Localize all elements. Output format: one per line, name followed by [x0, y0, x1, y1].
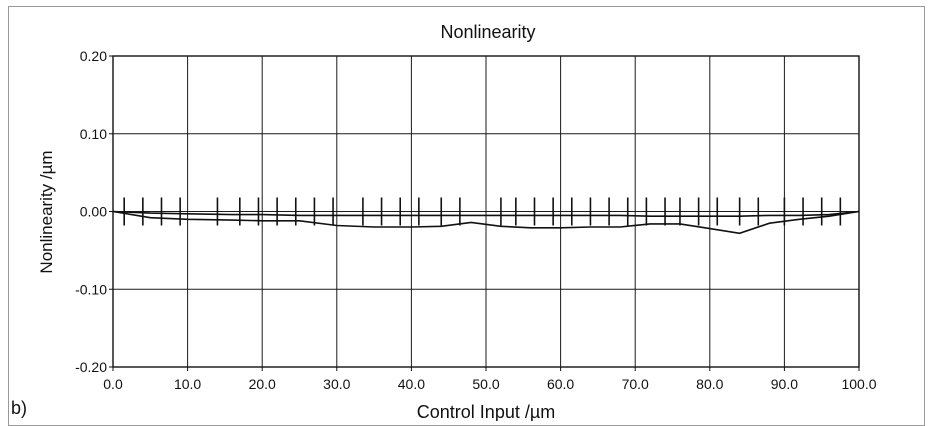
grid-layer: [113, 56, 859, 367]
y-tick-label: 0.10: [80, 126, 107, 142]
x-tick-label: 50.0: [472, 376, 499, 392]
series-layer: [112, 210, 860, 235]
axis-layer: 0.0 10.0 20.0 30.0 40.0 50.0 60.0 70.0 80.0 90.0 1…: [75, 48, 877, 392]
series-line: [112, 210, 860, 235]
y-tick-label: 0.00: [80, 204, 107, 220]
x-tick-label: 80.0: [696, 376, 723, 392]
x-tick-label: 10.0: [174, 376, 201, 392]
chart-title: Nonlinearity: [440, 22, 535, 42]
x-tick-label: 70.0: [622, 376, 649, 392]
x-tick-label: 60.0: [547, 376, 574, 392]
y-tick-label: 0.20: [80, 48, 107, 64]
x-tick-label: 40.0: [398, 376, 425, 392]
y-axis-label: Nonlinearity /µm: [37, 150, 56, 273]
x-tick-label: 100.0: [841, 376, 876, 392]
x-axis-label: Control Input /µm: [417, 402, 555, 421]
y-tick-label: -0.20: [75, 359, 107, 375]
x-tick-label: 30.0: [323, 376, 350, 392]
x-tick-label: 90.0: [771, 376, 798, 392]
x-tick-label: 0.0: [103, 376, 123, 392]
series-line: [112, 210, 860, 217]
y-tick-label: -0.10: [75, 281, 107, 297]
panel-label: b): [11, 398, 28, 418]
x-tick-label: 20.0: [249, 376, 276, 392]
error-bar-layer: [123, 197, 842, 226]
